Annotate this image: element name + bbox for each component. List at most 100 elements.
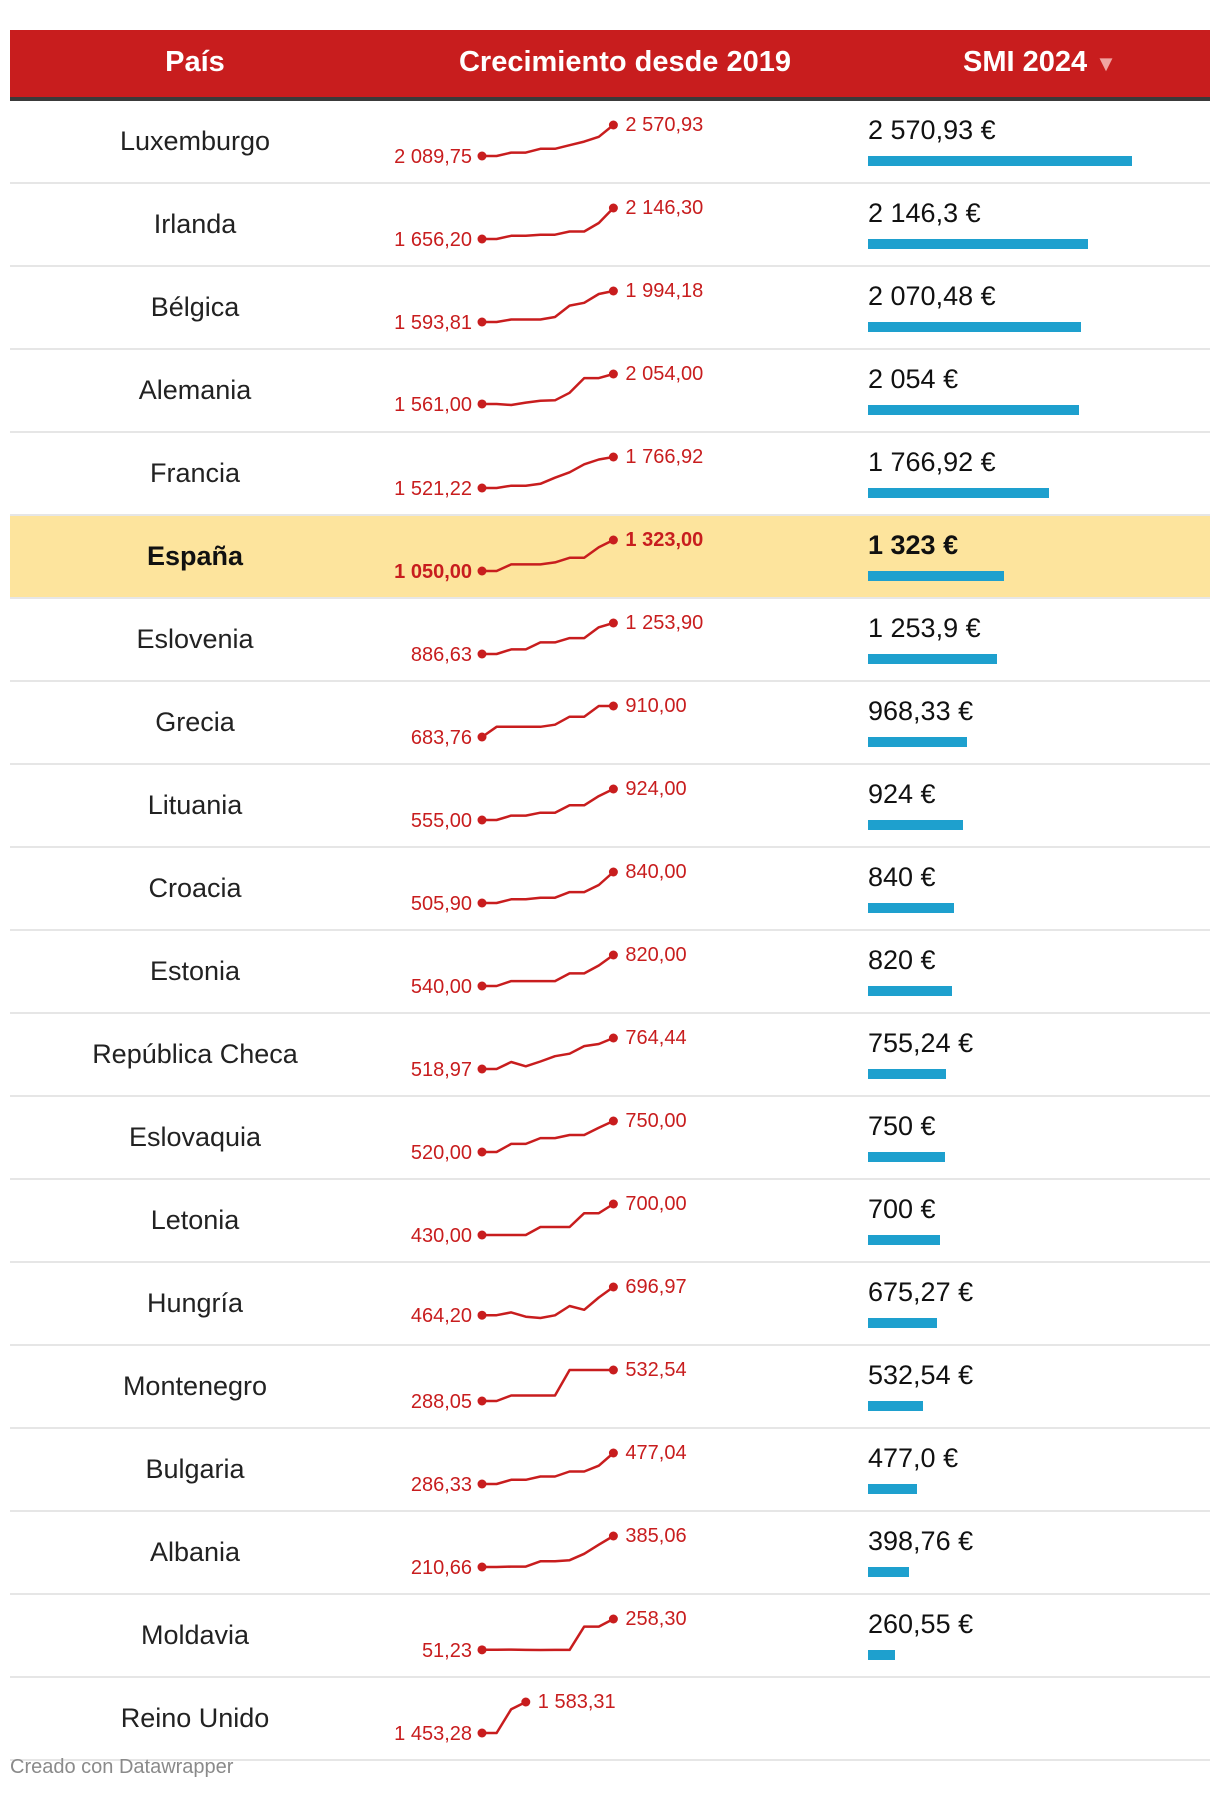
country-name: Moldavia — [140, 1620, 250, 1650]
smi-bar — [868, 1650, 895, 1660]
sparkline-start-dot — [477, 1479, 487, 1489]
table-row: Croacia 505,90 840,00 840 € — [10, 848, 1210, 931]
footer-credit[interactable]: Creado con Datawrapper — [10, 1756, 234, 1778]
sparkline-path — [480, 953, 615, 988]
smi-value: 477,0 € — [868, 1443, 959, 1473]
smi-value: 750 € — [868, 1111, 936, 1141]
sparkline-path — [480, 1368, 615, 1403]
smi-value: 2 146,3 € — [868, 198, 981, 228]
sparkline-end-dot — [608, 950, 618, 960]
sparkline-end-label: 1 253,90 — [625, 612, 703, 634]
sparkline: 1 656,20 2 146,30 — [394, 197, 703, 251]
smi-bar — [868, 1401, 923, 1411]
sparkline-start-dot — [477, 1645, 487, 1655]
sparkline-start-label: 51,23 — [422, 1640, 472, 1662]
smi-value: 2 054 € — [868, 364, 959, 394]
sparkline: 1 453,28 1 583,31 — [394, 1691, 616, 1745]
sparkline: 1 050,00 1 323,00 — [394, 529, 703, 583]
sparkline-path — [480, 870, 615, 905]
sparkline: 520,00 750,00 — [411, 1110, 687, 1164]
smi-value: 398,76 € — [868, 1526, 974, 1556]
sparkline: 683,76 910,00 — [411, 695, 687, 749]
sparkline: 288,05 532,54 — [411, 1359, 687, 1413]
header-smi[interactable]: SMI 2024 ▼ — [870, 30, 1210, 97]
smi-bar — [868, 571, 1004, 581]
sparkline: 464,20 696,97 — [411, 1276, 687, 1327]
sparkline-start-label: 1 453,28 — [394, 1723, 472, 1745]
table-header: País Crecimiento desde 2019 SMI 2024 ▼ — [10, 30, 1210, 101]
sparkline-start-label: 288,05 — [411, 1391, 472, 1413]
sparkline-start-dot — [477, 483, 487, 493]
sparkline-start-label: 286,33 — [411, 1474, 472, 1496]
sparkline: 210,66 385,06 — [411, 1525, 687, 1579]
sparkline-end-dot — [608, 535, 618, 545]
sparkline-end-dot — [608, 286, 618, 296]
table-row: Alemania 1 561,00 2 054,00 2 054 € — [10, 350, 1210, 433]
country-name: Reino Unido — [120, 1703, 270, 1733]
table-row: Montenegro 288,05 532,54 532,54 € — [10, 1346, 1210, 1429]
sparkline-end-label: 840,00 — [625, 861, 686, 883]
sparkline-end-label: 750,00 — [625, 1110, 686, 1132]
sparkline-end-label: 820,00 — [625, 944, 686, 966]
sparkline-end-dot — [608, 120, 618, 130]
sparkline-start-label: 464,20 — [411, 1305, 472, 1327]
table-row: Lituania 555,00 924,00 924 € — [10, 765, 1210, 848]
sparkline-start-dot — [477, 1396, 487, 1406]
country-name: Bulgaria — [145, 1454, 245, 1484]
country-name: Estonia — [149, 956, 241, 986]
sparkline-start-dot — [477, 732, 487, 742]
sparkline-end-label: 1 323,00 — [625, 529, 703, 551]
header-country[interactable]: País — [165, 46, 225, 78]
sparkline-start-label: 1 050,00 — [394, 561, 472, 583]
sparkline-start-label: 1 656,20 — [394, 229, 472, 251]
country-name: Letonia — [150, 1205, 240, 1235]
header-growth[interactable]: Crecimiento desde 2019 — [458, 46, 792, 78]
sparkline-start-dot — [477, 1310, 487, 1320]
sparkline: 286,33 477,04 — [411, 1442, 687, 1496]
sparkline-path — [480, 787, 615, 822]
smi-value: 1 253,9 € — [868, 613, 981, 643]
country-name: Lituania — [147, 790, 243, 820]
sparkline-start-dot — [477, 1147, 487, 1157]
country-name: Eslovenia — [136, 624, 254, 654]
sparkline-end-label: 2 570,93 — [625, 114, 703, 136]
sparkline-path — [480, 538, 615, 573]
sparkline-start-label: 886,63 — [411, 644, 472, 666]
sparkline-path — [480, 1700, 528, 1735]
sparkline-end-label: 477,04 — [625, 1442, 686, 1464]
smi-bar — [868, 239, 1089, 249]
smi-value: 2 570,93 € — [868, 115, 996, 145]
sparkline-end-dot — [608, 369, 618, 379]
smi-bar — [868, 654, 997, 664]
sparkline-end-dot — [608, 867, 618, 877]
country-name: Irlanda — [153, 209, 237, 239]
sparkline-path — [480, 1534, 615, 1569]
sparkline-path — [480, 704, 615, 739]
smi-bar — [868, 737, 968, 747]
sparkline: 555,00 924,00 — [411, 778, 687, 832]
table-row: Grecia 683,76 910,00 968,33 € — [10, 682, 1210, 765]
country-name: Luxemburgo — [119, 126, 271, 156]
sparkline-start-dot — [477, 1064, 487, 1074]
sparkline-start-label: 430,00 — [411, 1225, 472, 1247]
smi-value: 2 070,48 € — [868, 281, 996, 311]
sparkline-end-label: 910,00 — [625, 695, 686, 717]
smi-bar — [868, 1152, 945, 1162]
sparkline-end-dot — [608, 452, 618, 462]
smi-bar — [868, 1069, 946, 1079]
sparkline: 505,90 840,00 — [411, 861, 687, 915]
table-row: Estonia 540,00 820,00 820 € — [10, 931, 1210, 1014]
table-row: Reino Unido 1 453,28 1 583,31 — [10, 1678, 1210, 1761]
table-row: Eslovenia 886,63 1 253,90 1 253,9 € — [10, 599, 1210, 682]
sparkline: 51,23 258,30 — [422, 1608, 687, 1662]
sparkline-end-dot — [608, 1199, 618, 1209]
header-smi-label: SMI 2024 — [963, 46, 1088, 78]
sparkline-end-label: 385,06 — [625, 1525, 686, 1547]
sparkline-end-label: 2 146,30 — [625, 197, 703, 219]
country-name: Grecia — [155, 707, 235, 737]
table-row: Moldavia 51,23 258,30 260,55 € — [10, 1595, 1210, 1678]
sparkline-end-label: 700,00 — [625, 1193, 686, 1215]
country-name: Croacia — [148, 873, 242, 903]
smi-bar — [868, 820, 963, 830]
table-row: Eslovaquia 520,00 750,00 750 € — [10, 1097, 1210, 1180]
